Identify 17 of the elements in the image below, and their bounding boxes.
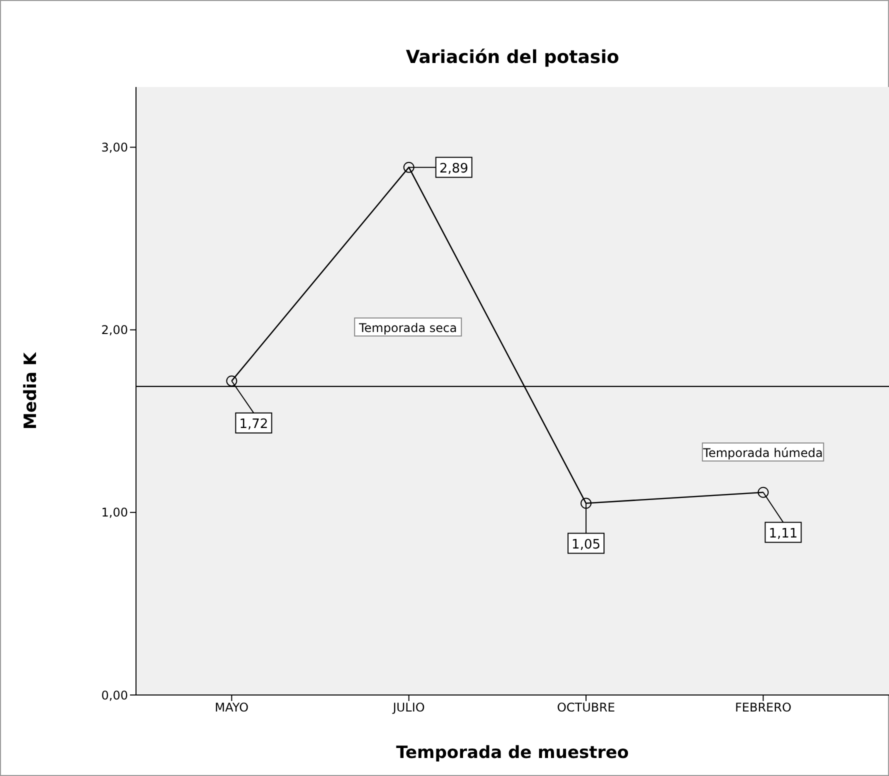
y-tick-label: 3,00 xyxy=(101,140,128,155)
y-tick-label: 1,00 xyxy=(101,506,128,520)
text: 1,11 xyxy=(768,526,798,542)
x-axis-title: Temporada de muestreo xyxy=(396,743,629,763)
text: 2,89 xyxy=(439,161,468,176)
x-tick-label: MAYO xyxy=(214,700,249,715)
x-tick-label: FEBRERO xyxy=(734,700,792,715)
chart-title: Variación del potasio xyxy=(404,47,620,68)
annotation: Temporada seca xyxy=(358,321,457,335)
y-tick-label: 0,00 xyxy=(101,688,128,702)
annotation: Temporada húmeda xyxy=(702,446,823,460)
text: 1,72 xyxy=(239,416,268,432)
y-tick-label: 2,00 xyxy=(101,323,128,338)
x-tick-label: JULIO xyxy=(392,700,425,715)
x-tick-label: OCTUBRE xyxy=(556,700,616,715)
y-axis-title: Media K xyxy=(21,352,42,430)
text: 1,05 xyxy=(572,537,601,552)
